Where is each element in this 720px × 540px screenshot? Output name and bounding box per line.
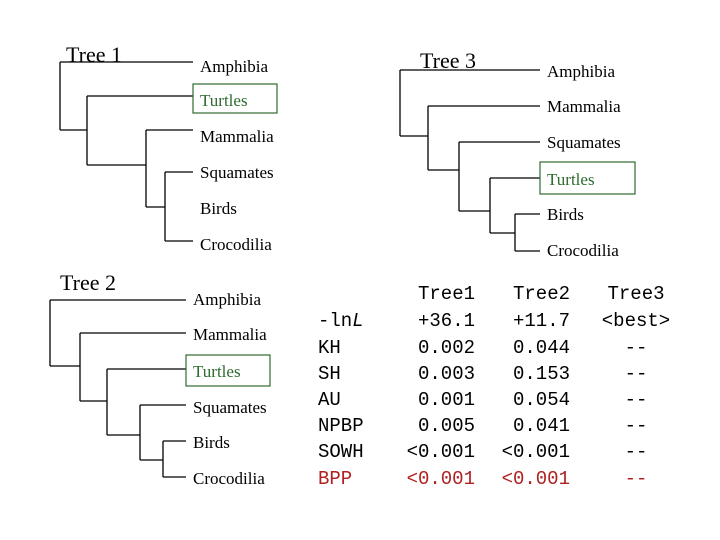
tree-2-edges — [49, 299, 186, 478]
table-cell: <best> — [602, 310, 670, 332]
table-cell: <0.001 — [407, 441, 475, 463]
tree-1-highlight-box — [192, 83, 278, 114]
tree-1-title: Tree 1 — [66, 42, 122, 67]
tree-2-leaf: Mammalia — [193, 325, 267, 344]
table-cell: 0.054 — [513, 389, 570, 411]
tree-3-leaf: Amphibia — [547, 62, 615, 81]
table-cell: 0.001 — [418, 389, 475, 411]
table-header: Tree2 — [513, 283, 570, 305]
tree-2-leaf: Amphibia — [193, 290, 261, 309]
table-cell: -- — [625, 363, 648, 385]
tree-3-title: Tree 3 — [420, 48, 476, 73]
tree-2-title: Tree 2 — [60, 270, 116, 295]
row-label: AU — [318, 389, 341, 411]
tree-1-leaf: Birds — [200, 199, 237, 218]
table-cell: 0.002 — [418, 337, 475, 359]
tree-3-leaf: Mammalia — [547, 97, 621, 116]
tree-3-leaf-highlighted: Turtles — [547, 170, 595, 189]
tree-1-leaf: Mammalia — [200, 127, 274, 146]
tree-1-leaf: Crocodilia — [200, 235, 272, 254]
tree-3: Tree 3 Amphibia Mammalia Squamates Turtl… — [399, 48, 636, 260]
table-cell: +36.1 — [418, 310, 475, 332]
row-label: SH — [318, 363, 341, 385]
tree-1-edges — [59, 61, 193, 242]
table-cell: -- — [625, 441, 648, 463]
table-cell: 0.153 — [513, 363, 570, 385]
table-cell: +11.7 — [513, 310, 570, 332]
table-cell-bpp: -- — [625, 468, 648, 490]
row-label: KH — [318, 337, 341, 359]
tree-3-highlight-box — [539, 161, 636, 195]
table-cell: -- — [625, 389, 648, 411]
row-label: NPBP — [318, 415, 364, 437]
table-cell-bpp: <0.001 — [407, 468, 475, 490]
table-cell: 0.044 — [513, 337, 570, 359]
tree-1: Tree 1 Amphibia Turtles Mammalia Squamat… — [59, 42, 278, 254]
table-cell-bpp: <0.001 — [502, 468, 570, 490]
tree-3-leaf: Birds — [547, 205, 584, 224]
tree-2-leaf-highlighted: Turtles — [193, 362, 241, 381]
row-label: -lnL — [318, 310, 364, 332]
table-header: Tree3 — [607, 283, 664, 305]
tree-1-leaf-highlighted: Turtles — [200, 91, 248, 110]
tree-2-leaf: Birds — [193, 433, 230, 452]
tree-2-highlight-box — [185, 354, 271, 387]
table-cell: 0.003 — [418, 363, 475, 385]
row-label-bpp: BPP — [318, 468, 352, 490]
table-cell: -- — [625, 415, 648, 437]
table-cell: -- — [625, 337, 648, 359]
tree-1-leaf: Amphibia — [200, 57, 268, 76]
tree-3-leaf: Crocodilia — [547, 241, 619, 260]
tree-1-leaf: Squamates — [200, 163, 274, 182]
tree-2: Tree 2 Amphibia Mammalia Turtles Squamat… — [49, 270, 271, 488]
tree-2-leaf: Squamates — [193, 398, 267, 417]
tree-3-edges — [399, 69, 540, 252]
tree-3-leaf: Squamates — [547, 133, 621, 152]
test-results-table: Tree1 Tree2 Tree3 -lnL KH SH AU NPBP SOW… — [318, 283, 670, 490]
table-cell: <0.001 — [502, 441, 570, 463]
table-cell: 0.005 — [418, 415, 475, 437]
row-label: SOWH — [318, 441, 364, 463]
table-cell: 0.041 — [513, 415, 570, 437]
table-header: Tree1 — [418, 283, 475, 305]
tree-2-leaf: Crocodilia — [193, 469, 265, 488]
